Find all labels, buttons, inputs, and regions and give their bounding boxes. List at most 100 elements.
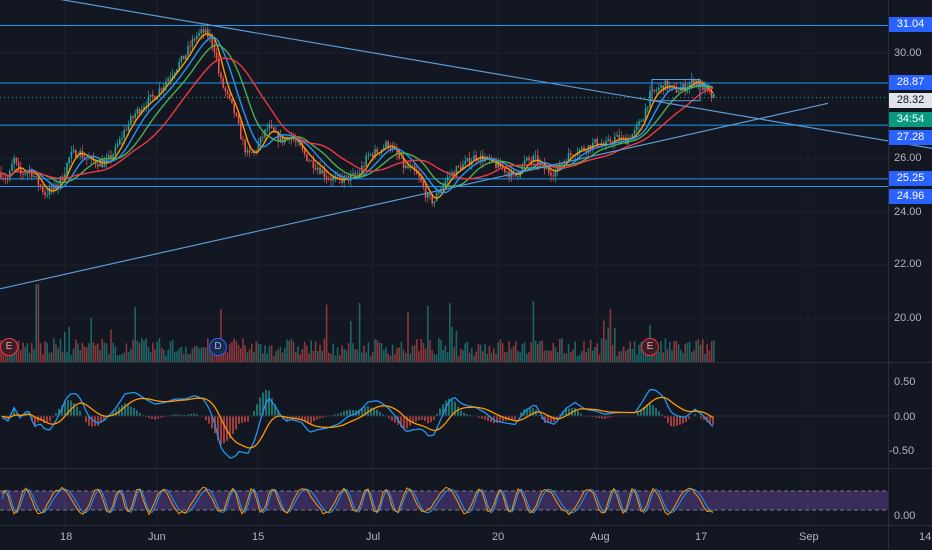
- candle-body: [310, 160, 312, 162]
- macd-histogram-bar: [535, 409, 537, 416]
- candle-body: [400, 158, 403, 159]
- candle-body: [224, 87, 227, 92]
- candle-body: [281, 135, 284, 143]
- volume-bar: [409, 353, 411, 362]
- volume-bar: [356, 349, 359, 362]
- macd-histogram-bar: [148, 416, 150, 419]
- macd-histogram-bar: [247, 416, 249, 422]
- candle-body: [682, 84, 684, 88]
- dividend-marker-icon[interactable]: D: [209, 338, 227, 356]
- volume-bar: [103, 342, 106, 362]
- candle-body: [295, 139, 297, 142]
- volume-bar: [105, 343, 108, 362]
- candle-body: [35, 176, 37, 177]
- candle-body: [189, 46, 191, 47]
- candle-body: [618, 135, 620, 141]
- candle-body: [99, 160, 101, 167]
- volume-bar: [556, 352, 559, 362]
- volume-bar: [675, 340, 678, 362]
- candle-body: [24, 173, 26, 175]
- macd-histogram-bar: [34, 416, 36, 426]
- candle-body: [592, 142, 594, 150]
- volume-bar: [378, 342, 381, 362]
- candle-body: [521, 164, 524, 173]
- volume-bar: [607, 327, 609, 362]
- volume-bar: [418, 351, 420, 362]
- volume-bar: [429, 339, 431, 362]
- volume-bar: [28, 352, 31, 362]
- candle-body: [215, 52, 218, 59]
- macd-histogram-bar: [637, 412, 639, 416]
- candle-body: [193, 39, 196, 40]
- candle-body: [259, 136, 262, 144]
- volume-bar: [446, 352, 449, 362]
- volume-bar: [325, 304, 328, 362]
- candle-body: [367, 155, 370, 157]
- horizontal-levels: [0, 24, 888, 188]
- candle-body: [121, 137, 123, 139]
- volume-bar: [572, 349, 574, 362]
- volume-bar: [592, 350, 594, 362]
- earnings-marker-icon[interactable]: E: [641, 338, 659, 356]
- candle-body: [688, 83, 691, 88]
- candle-body: [464, 161, 466, 165]
- volume-bar: [693, 350, 695, 362]
- macd-histogram-bar: [190, 413, 192, 416]
- macd-histogram-bar: [553, 416, 555, 422]
- candle-body: [211, 34, 213, 46]
- candle-body: [233, 103, 235, 114]
- level-tag-25-25[interactable]: 25.25: [889, 171, 932, 186]
- macd-histogram-bar: [73, 403, 75, 416]
- volume-bar: [486, 353, 488, 362]
- volume-bar: [389, 355, 392, 362]
- candle-body: [455, 166, 458, 176]
- volume-bar: [46, 342, 48, 362]
- candle-body: [136, 109, 139, 114]
- candle-body: [321, 170, 323, 174]
- macd-histogram-bar: [136, 410, 138, 416]
- macd-histogram-bar: [382, 414, 384, 416]
- candle-body: [196, 35, 198, 40]
- volume-bar: [114, 346, 117, 362]
- volume-bar: [112, 342, 114, 362]
- volume-bar: [125, 343, 128, 362]
- macd-histogram-bar: [709, 416, 711, 424]
- candle-body: [119, 138, 121, 145]
- earnings-marker-icon[interactable]: E: [0, 338, 18, 356]
- candle-body: [200, 29, 202, 33]
- macd-histogram-bar: [640, 409, 642, 416]
- volume-bar: [495, 353, 497, 362]
- macd-histogram-bar: [643, 406, 645, 416]
- level-tag-24-96[interactable]: 24.96: [889, 189, 932, 204]
- ema-slow-line: [1, 44, 714, 188]
- candle-body: [339, 175, 341, 179]
- trendlines[interactable]: [0, 0, 932, 290]
- macd-histogram-bar: [439, 408, 441, 416]
- macd-histogram-bar: [436, 413, 438, 416]
- macd-histogram-bar: [400, 416, 402, 428]
- candle-body: [240, 123, 242, 140]
- candle-body: [112, 154, 114, 159]
- candle-body: [396, 148, 398, 155]
- candle-body: [609, 139, 612, 143]
- level-tag-28-87[interactable]: 28.87: [889, 75, 932, 90]
- candle-body: [11, 164, 13, 171]
- candle-body: [31, 169, 33, 177]
- volume-bar: [589, 339, 592, 362]
- macd-histogram-bar: [454, 401, 456, 416]
- volume-bar: [598, 354, 601, 362]
- candle-body: [658, 88, 660, 91]
- candle-body: [442, 185, 444, 189]
- macd-histogram-bar: [61, 405, 63, 416]
- time-label: Aug: [590, 531, 610, 543]
- candle-body: [363, 165, 365, 167]
- level-tag-31-04[interactable]: 31.04: [889, 17, 932, 32]
- time-label: 20: [492, 531, 505, 543]
- volume-bar: [88, 343, 90, 362]
- level-tag-27-28[interactable]: 27.28: [889, 130, 932, 145]
- volume-bar: [574, 341, 576, 362]
- volume-bar: [279, 346, 282, 362]
- volume-bar: [625, 350, 627, 362]
